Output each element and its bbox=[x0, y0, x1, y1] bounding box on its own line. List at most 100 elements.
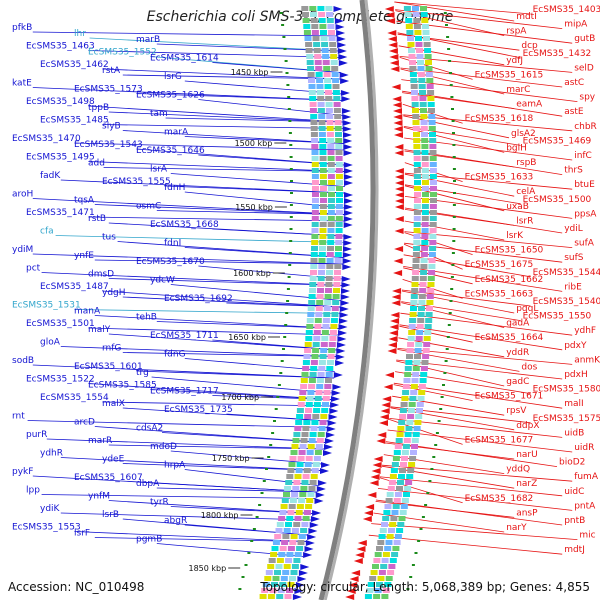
gene-label-reverse: EcSMS35_1580 bbox=[533, 385, 600, 395]
composition-block bbox=[318, 366, 326, 371]
gc-mark bbox=[283, 336, 287, 338]
composition-block bbox=[410, 300, 418, 305]
composition-block bbox=[409, 396, 417, 401]
composition-block bbox=[335, 132, 342, 137]
reverse-gene-arrow bbox=[388, 336, 398, 342]
composition-block bbox=[395, 438, 403, 443]
composition-block bbox=[415, 342, 423, 347]
composition-block bbox=[318, 270, 325, 275]
label-leader-line bbox=[102, 290, 341, 308]
composition-block bbox=[312, 186, 319, 191]
gc-mark bbox=[286, 288, 290, 290]
composition-block bbox=[310, 18, 318, 23]
gene-label-forward: hrpA bbox=[164, 461, 186, 471]
composition-block bbox=[303, 420, 311, 425]
gene-label-reverse: uidR bbox=[574, 443, 594, 453]
forward-gene-arrow bbox=[321, 462, 330, 468]
gc-mark bbox=[424, 504, 428, 506]
composition-block bbox=[294, 552, 302, 557]
composition-block bbox=[413, 156, 421, 161]
gc-mark bbox=[450, 96, 454, 98]
composition-block bbox=[414, 180, 421, 185]
composition-block bbox=[387, 486, 395, 491]
gc-mark bbox=[252, 528, 256, 530]
composition-block bbox=[330, 318, 338, 323]
forward-gene-arrow bbox=[335, 360, 345, 366]
tick-label: 1850 kbp bbox=[188, 564, 226, 573]
gc-mark bbox=[452, 144, 456, 146]
composition-block bbox=[301, 480, 309, 485]
composition-block bbox=[270, 552, 278, 557]
backbone-outer-ring bbox=[323, 0, 379, 600]
composition-block bbox=[319, 144, 327, 149]
label-leader-line bbox=[164, 185, 346, 194]
gene-label-reverse: yddR bbox=[506, 348, 529, 358]
forward-gene-arrow bbox=[297, 576, 307, 582]
forward-gene-arrow bbox=[335, 354, 345, 360]
composition-block bbox=[401, 498, 409, 503]
composition-block bbox=[422, 354, 430, 359]
forward-gene-arrow bbox=[312, 510, 322, 516]
gene-label-reverse: ydhF bbox=[574, 326, 596, 336]
composition-block bbox=[335, 228, 343, 233]
composition-block bbox=[300, 486, 308, 491]
composition-block bbox=[335, 234, 343, 239]
composition-block bbox=[302, 18, 310, 23]
label-leader-line bbox=[102, 68, 342, 80]
composition-block bbox=[384, 504, 392, 509]
tick-label: 1750 kbp bbox=[212, 454, 250, 463]
gene-label-forward: pfkB bbox=[12, 23, 32, 33]
composition-block bbox=[422, 186, 429, 191]
gc-mark bbox=[288, 132, 292, 134]
gc-mark bbox=[453, 192, 456, 194]
composition-block bbox=[326, 258, 334, 263]
composition-block bbox=[410, 84, 418, 89]
gene-label-reverse: EcSMS35_1544 bbox=[533, 268, 600, 278]
reverse-gene-arrow bbox=[369, 480, 379, 486]
composition-block bbox=[318, 252, 326, 257]
composition-block bbox=[381, 558, 389, 563]
forward-gene-arrow bbox=[338, 330, 347, 336]
composition-block bbox=[335, 156, 343, 161]
gene-label-forward: add bbox=[88, 159, 105, 169]
label-leader-line bbox=[46, 438, 325, 450]
composition-block bbox=[388, 564, 396, 569]
composition-block bbox=[271, 582, 278, 587]
gene-label-reverse: sufA bbox=[574, 239, 595, 249]
composition-block bbox=[318, 360, 326, 365]
composition-block bbox=[285, 522, 292, 527]
composition-block bbox=[397, 426, 405, 431]
composition-block bbox=[327, 210, 335, 215]
gc-mark bbox=[241, 576, 245, 578]
composition-block bbox=[427, 288, 435, 293]
gc-mark bbox=[449, 300, 453, 302]
gc-mark bbox=[289, 144, 293, 146]
composition-block bbox=[319, 246, 326, 251]
composition-block bbox=[326, 12, 334, 17]
composition-block bbox=[430, 180, 437, 185]
composition-block bbox=[319, 156, 327, 161]
composition-block bbox=[317, 276, 325, 281]
composition-block bbox=[427, 90, 435, 95]
gc-mark bbox=[289, 204, 293, 206]
composition-block bbox=[305, 48, 313, 53]
composition-block bbox=[422, 198, 429, 203]
composition-block bbox=[283, 528, 291, 533]
gc-mark bbox=[417, 540, 421, 542]
composition-block bbox=[294, 516, 302, 521]
composition-block bbox=[329, 42, 337, 47]
composition-block bbox=[320, 198, 327, 203]
composition-block bbox=[310, 132, 318, 137]
accession-text: Accession: NC_010498 bbox=[8, 580, 145, 594]
composition-block bbox=[389, 474, 397, 479]
composition-block bbox=[420, 12, 428, 17]
composition-block bbox=[308, 384, 316, 389]
composition-block bbox=[327, 150, 335, 155]
gene-label-reverse: EcSMS35_1662 bbox=[475, 275, 544, 285]
gene-label-forward: fdnG bbox=[164, 350, 186, 360]
composition-block bbox=[311, 174, 319, 179]
composition-block bbox=[288, 504, 296, 509]
gene-label-forward: EcSMS35_1717 bbox=[150, 387, 219, 397]
composition-block bbox=[376, 546, 383, 551]
gene-label-reverse: narZ bbox=[516, 479, 537, 489]
